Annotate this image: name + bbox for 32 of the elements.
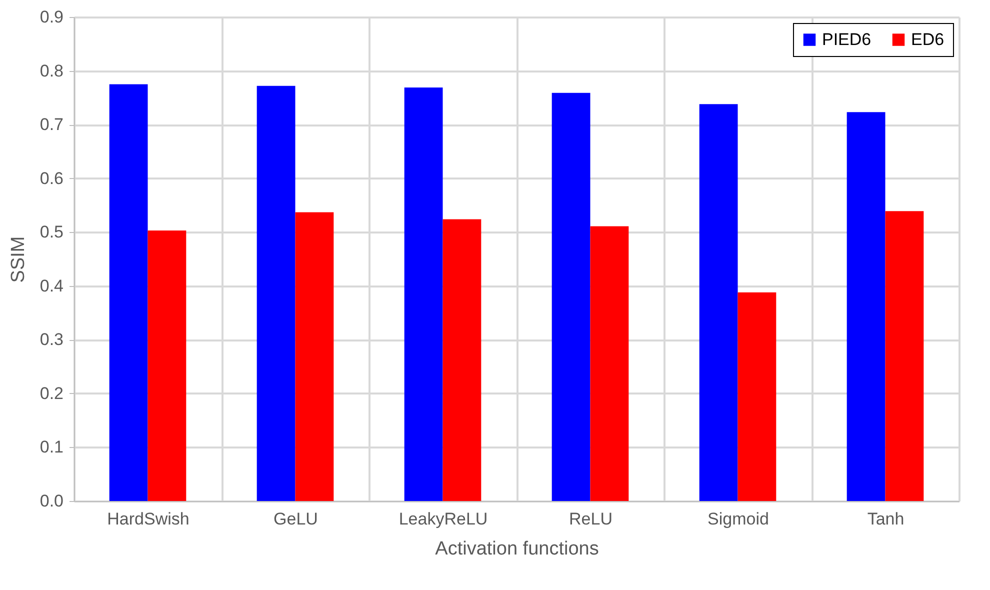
y-tick-label: 0.5: [40, 222, 64, 242]
legend-label: ED6: [911, 30, 944, 49]
x-tick-label: Tanh: [867, 510, 904, 528]
x-tick-label: GeLU: [274, 510, 318, 528]
bar: [109, 84, 148, 501]
bar: [699, 104, 738, 501]
bar: [256, 86, 296, 501]
bar: [442, 219, 482, 501]
bar: [148, 230, 186, 501]
x-axis-title: Activation functions: [435, 538, 599, 560]
legend-label: PIED6: [822, 30, 872, 49]
bar: [552, 92, 590, 501]
y-tick-label: 0.6: [40, 168, 64, 188]
bar: [590, 226, 629, 501]
x-tick-label: Sigmoid: [708, 510, 769, 528]
bar: [738, 292, 776, 501]
y-tick-label: 0.7: [40, 115, 64, 134]
y-tick-label: 0.2: [40, 384, 64, 403]
bar: [885, 211, 924, 501]
x-tick-label: ReLU: [569, 510, 612, 528]
y-tick-label: 0.4: [40, 276, 64, 296]
x-tick-label: HardSwish: [107, 510, 190, 528]
y-tick-label: 0.8: [40, 61, 64, 80]
bar: [295, 212, 334, 501]
bar: [846, 112, 886, 501]
y-tick-label: 0.3: [40, 330, 64, 350]
y-tick-label: 0.9: [40, 8, 64, 26]
x-tick-label: LeakyReLU: [398, 510, 488, 528]
y-tick-label: 0.1: [40, 438, 64, 457]
bar: [404, 87, 443, 501]
y-tick-label: 0.0: [40, 492, 64, 510]
y-axis-title: SSIM: [8, 236, 29, 283]
